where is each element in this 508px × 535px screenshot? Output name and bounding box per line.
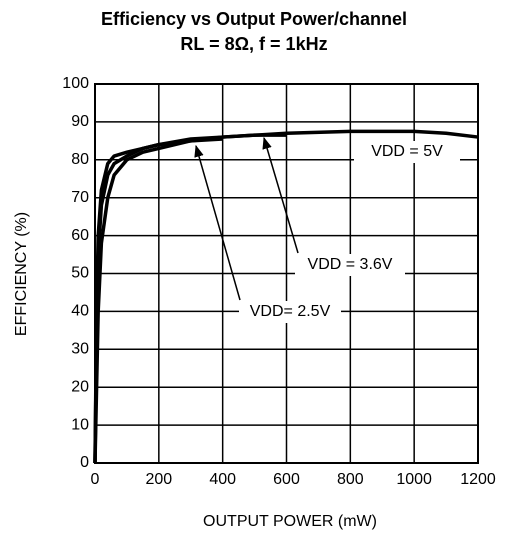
y-tick-label: 20 — [71, 378, 89, 395]
annotation-arrow — [262, 136, 299, 254]
series-label: VDD = 5V — [371, 143, 443, 160]
y-tick-label: 80 — [71, 151, 89, 168]
x-tick-label: 0 — [91, 471, 100, 488]
y-tick-label: 30 — [71, 341, 89, 358]
y-tick-label: 40 — [71, 303, 89, 320]
x-tick-label: 1200 — [460, 471, 496, 488]
y-tick-label: 90 — [71, 113, 89, 130]
y-tick-label: 60 — [71, 227, 89, 244]
series-label: VDD= 2.5V — [250, 303, 331, 320]
chart-title: Efficiency vs Output Power/channel — [101, 9, 407, 29]
x-tick-label: 400 — [209, 471, 236, 488]
y-tick-label: 0 — [80, 454, 89, 471]
y-tick-label: 50 — [71, 265, 89, 282]
y-tick-label: 10 — [71, 416, 89, 433]
label-background — [239, 301, 341, 323]
chart-subtitle: RL = 8Ω, f = 1kHz — [180, 34, 327, 54]
y-tick-label: 70 — [71, 189, 89, 206]
x-tick-label: 800 — [337, 471, 364, 488]
label-background — [295, 254, 405, 276]
y-tick-label: 100 — [62, 75, 89, 92]
line — [93, 133, 287, 464]
x-tick-label: 1000 — [396, 471, 432, 488]
x-tick-label: 600 — [273, 471, 300, 488]
label-background — [354, 141, 460, 163]
annotation-arrow — [194, 144, 241, 301]
x-axis-label: OUTPUT POWER (mW) — [203, 513, 377, 530]
series-label: VDD = 3.6V — [308, 256, 393, 273]
plot-frame — [94, 83, 479, 464]
line — [93, 129, 479, 464]
y-axis-label: EFFICIENCY (%) — [13, 212, 30, 336]
x-tick-label: 200 — [145, 471, 172, 488]
